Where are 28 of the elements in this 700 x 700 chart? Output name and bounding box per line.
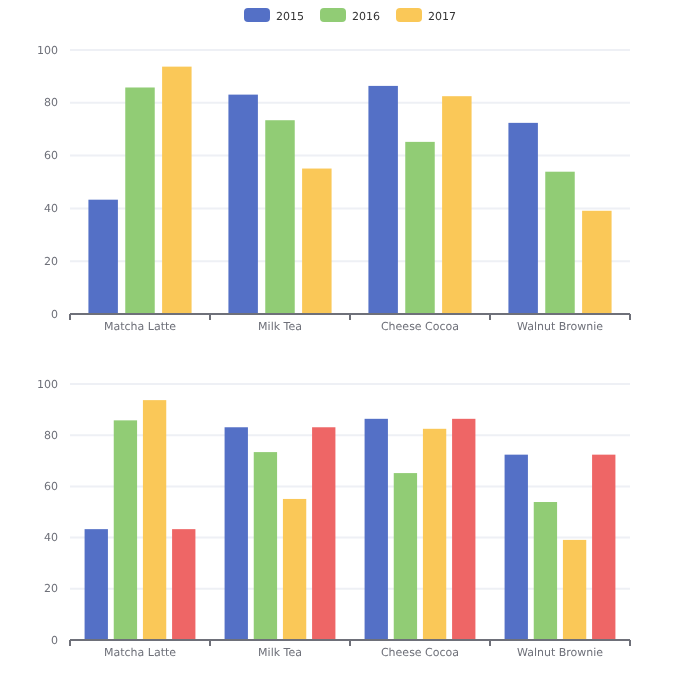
bar [422,428,447,640]
bar [84,529,108,640]
bar [582,210,612,314]
bar [592,454,616,640]
bar [228,94,258,314]
bar [113,420,138,640]
bar [393,473,418,640]
bar [405,141,435,314]
bar [172,529,196,640]
bar [162,66,192,314]
bar [312,427,336,640]
bar [253,452,278,640]
bar [562,539,587,640]
bar [368,85,398,314]
bar [282,498,307,640]
bar [265,120,295,314]
bar [224,427,248,640]
bar [533,502,558,640]
bar [302,168,332,314]
bar [364,418,388,640]
bar [125,87,155,314]
bar [452,418,476,640]
bar [508,122,538,314]
bar [545,171,575,314]
bar [142,400,167,640]
bar [88,199,118,314]
bar [504,454,528,640]
bar [442,96,472,314]
